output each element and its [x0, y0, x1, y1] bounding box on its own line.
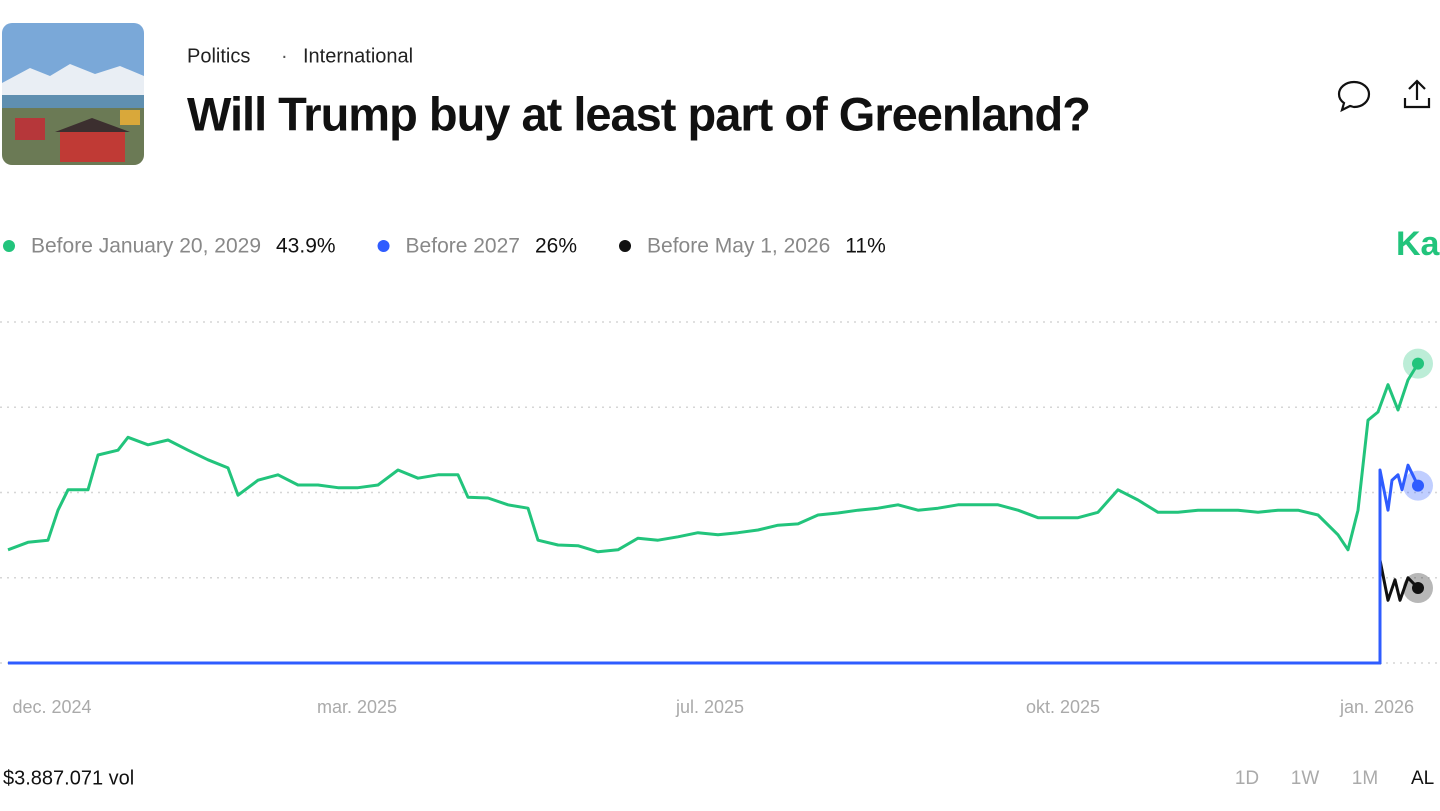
brand-logo: Ka [1396, 225, 1440, 263]
share-button[interactable] [1403, 79, 1431, 109]
range-button[interactable]: 1D [1235, 768, 1259, 789]
legend-label: Before May 1, 2026 [647, 235, 830, 258]
legend-swatch [3, 240, 15, 252]
x-tick-label: jul. 2025 [675, 697, 744, 717]
endpoint-dot [1412, 357, 1424, 370]
legend-value: 11% [845, 235, 885, 258]
breadcrumb[interactable]: Politics [187, 45, 250, 67]
volume: $3.887.071 vol [3, 767, 134, 789]
range-button[interactable]: AL [1411, 768, 1434, 789]
legend-swatch [377, 240, 390, 252]
endpoint-dot [1412, 581, 1424, 594]
range-button[interactable]: 1M [1352, 768, 1378, 789]
range-button[interactable]: 1W [1291, 768, 1320, 789]
market-thumbnail [2, 23, 144, 165]
legend-value: 26% [535, 235, 577, 258]
x-tick-label: dec. 2024 [12, 697, 91, 717]
breadcrumb-separator: · [281, 45, 288, 67]
x-tick-label: mar. 2025 [317, 697, 397, 717]
series-line [7, 362, 1420, 554]
market-title: Will Trump buy at least part of Greenlan… [187, 87, 1090, 140]
x-tick-label: okt. 2025 [1026, 697, 1100, 717]
legend-label: Before 2027 [406, 235, 520, 258]
legend-value: 43.9% [276, 235, 336, 258]
endpoint-dot [1412, 479, 1424, 492]
legend-swatch [619, 240, 632, 252]
legend-label: Before January 20, 2029 [31, 235, 261, 258]
series-line [8, 463, 1420, 665]
breadcrumb[interactable]: International [303, 45, 413, 67]
x-tick-label: jan. 2026 [1339, 697, 1414, 717]
comment-button[interactable] [1337, 80, 1371, 113]
series-line [8, 558, 1420, 665]
